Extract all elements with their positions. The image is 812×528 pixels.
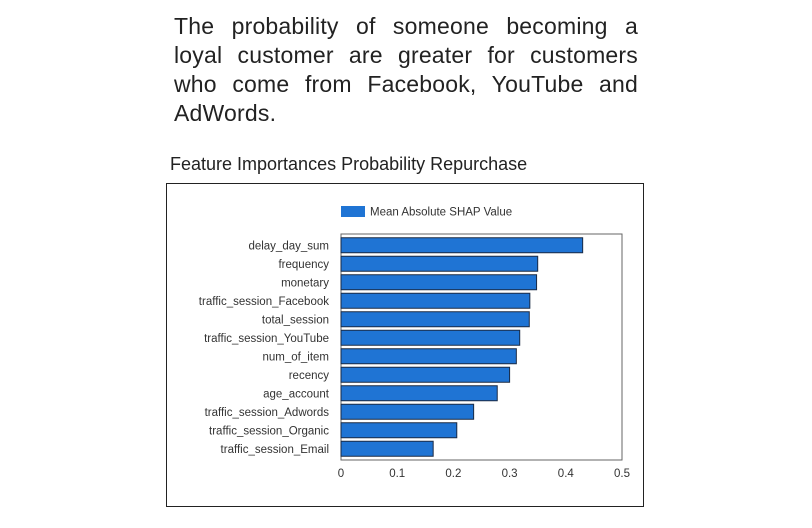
bar-monetary — [340, 274, 538, 291]
bar-traffic_session_Organic — [340, 422, 458, 439]
x-tick-label: 0.2 — [445, 468, 461, 480]
category-label: num_of_item — [263, 351, 329, 363]
bar-recency — [340, 366, 511, 383]
category-label: traffic_session_Organic — [209, 425, 329, 437]
legend-label: Mean Absolute SHAP Value — [370, 207, 512, 219]
bar-total_session — [340, 311, 530, 328]
category-label: recency — [289, 370, 330, 382]
x-tick-label: 0.5 — [614, 468, 630, 480]
x-tick-label: 0.1 — [389, 468, 405, 480]
category-label: age_account — [263, 388, 330, 400]
bar-frequency — [340, 255, 539, 272]
chart-title: Feature Importances Probability Repurcha… — [170, 154, 528, 174]
category-labels: delay_day_sum frequency monetary traffic_se… — [199, 240, 330, 456]
x-axis-ticks: 0 0.1 0.2 0.3 0.4 0.5 — [338, 468, 630, 480]
bar-num_of_item — [340, 348, 517, 365]
category-label: frequency — [278, 259, 329, 271]
x-tick-label: 0.4 — [558, 468, 575, 480]
bar-traffic_session_Facebook — [340, 292, 531, 309]
x-tick-label: 0 — [338, 468, 344, 480]
chart-frame — [166, 183, 644, 507]
x-tick-label: 0.3 — [502, 468, 518, 480]
bar-traffic_session_Adwords — [340, 403, 475, 420]
category-label: traffic_session_Email — [221, 444, 329, 456]
bar-traffic_session_Email — [340, 440, 434, 457]
legend: Mean Absolute SHAP Value — [341, 206, 512, 219]
bar-age_account — [340, 385, 498, 402]
legend-swatch — [341, 206, 365, 217]
description-text: The probability of someone becoming a lo… — [174, 13, 638, 126]
plot-area — [340, 233, 623, 461]
category-label: delay_day_sum — [248, 240, 329, 252]
category-label: traffic_session_YouTube — [204, 333, 329, 345]
bars — [340, 237, 584, 457]
category-label: monetary — [281, 277, 329, 289]
category-label: traffic_session_Facebook — [199, 296, 329, 308]
category-label: total_session — [262, 314, 329, 326]
bar-traffic_session_YouTube — [340, 329, 521, 346]
category-label: traffic_session_Adwords — [205, 407, 330, 419]
bar-delay_day_sum — [340, 237, 584, 254]
